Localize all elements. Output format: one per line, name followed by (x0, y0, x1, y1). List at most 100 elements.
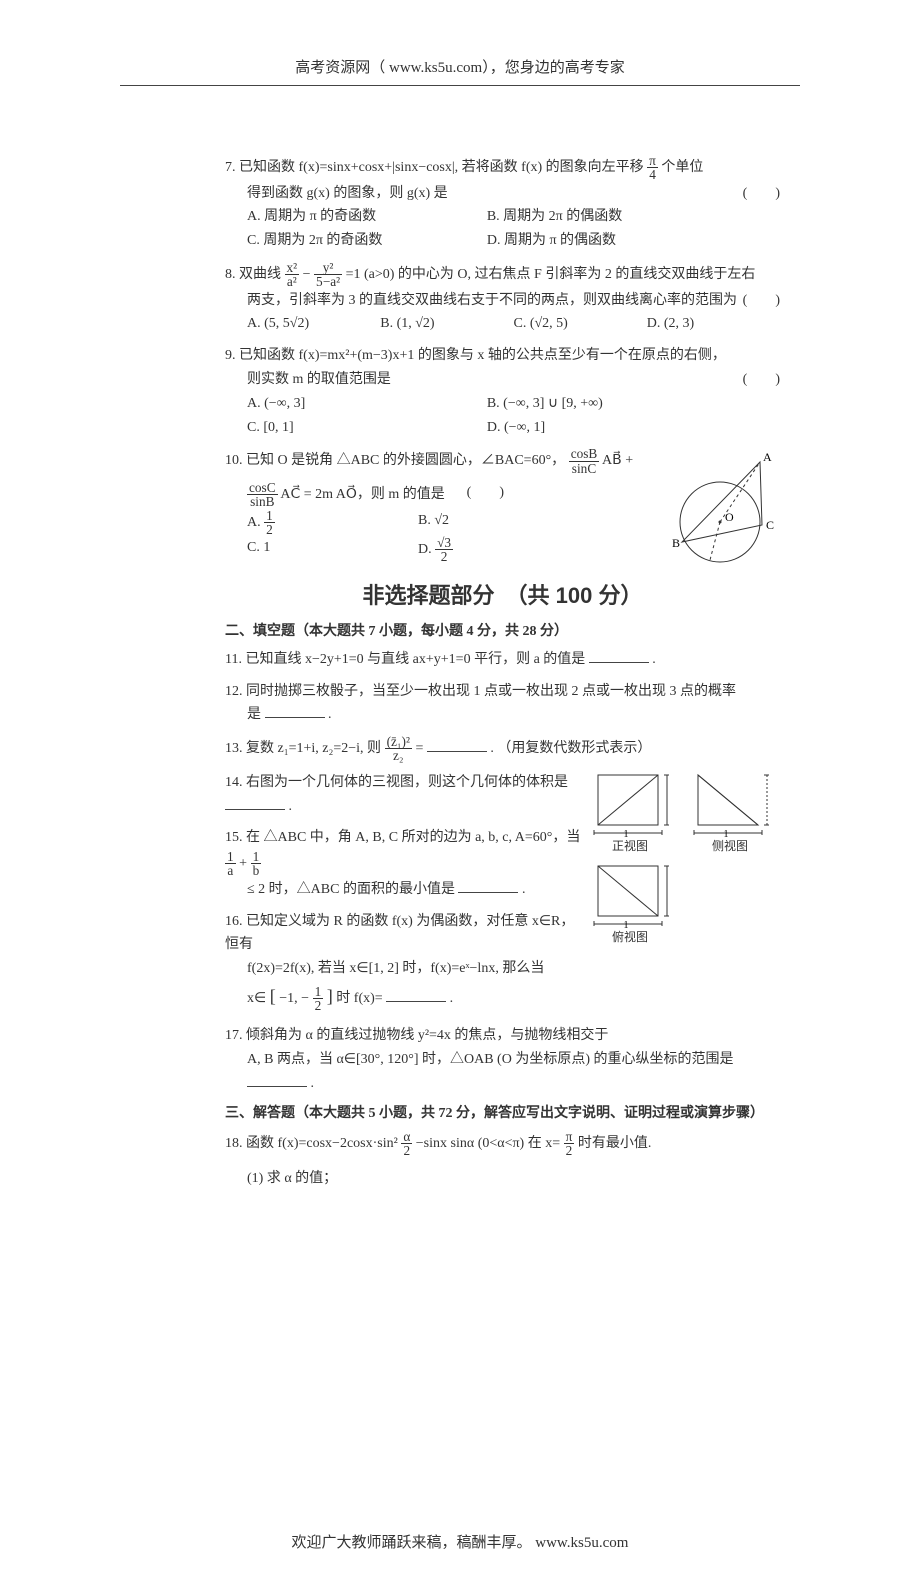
q16: 16. 已知定义域为 R 的函数 f(x) 为偶函数，对任意 x∈R，恒有 f(… (225, 910, 780, 1013)
q10-A: A. 12 (247, 509, 418, 537)
q7-B: B. 周期为 2π 的偶函数 (487, 205, 727, 229)
q9-t2: 则实数 m 的取值范围是 (247, 372, 391, 387)
fig-C: C (766, 518, 774, 532)
q13-t2: = (415, 741, 426, 756)
q11-text: 已知直线 x−2y+1=0 与直线 ax+y+1=0 平行，则 a 的值是 (245, 652, 585, 667)
q7-paren: ( ) (743, 182, 780, 206)
q16-t3b: 时 f(x)= (336, 991, 382, 1006)
q8-D: D. (2, 3) (647, 312, 780, 336)
q13-fr: (z̄₁)²z₂ (385, 735, 412, 763)
q10-paren: ( ) (467, 481, 504, 505)
q13: 13. 复数 z₁=1+i, z₂=2−i, 则 (z̄₁)²z₂ = . （用… (225, 735, 780, 763)
q13-t3: （用复数代数形式表示） (497, 741, 651, 756)
fig-B: B (672, 536, 680, 550)
q10-fr1: cosBsinC (569, 447, 600, 475)
q7-t3: 得到函数 g(x) 的图象，则 g(x) 是 (247, 186, 448, 201)
q9-t1: 已知函数 f(x)=mx²+(m−3)x+1 的图象与 x 轴的公共点至少有一个… (239, 348, 726, 363)
q15: 15. 在 △ABC 中，角 A, B, C 所对的边为 a, b, c, A=… (225, 826, 780, 901)
page-footer: 欢迎广大教师踊跃来稿，稿酬丰厚。 www.ks5u.com (0, 1531, 920, 1552)
q9: 9. 已知函数 f(x)=mx²+(m−3)x+1 的图象与 x 轴的公共点至少… (225, 344, 780, 439)
q10-C: C. 1 (247, 536, 418, 564)
q13-num: 13. (225, 741, 243, 756)
q16-num: 16. (225, 914, 243, 929)
q13-t1: 复数 z₁=1+i, z₂=2−i, 则 (246, 741, 385, 756)
q10-eq1c: AB⃗ + (602, 453, 633, 468)
q15-t1: 在 △ABC 中，角 A, B, C 所对的边为 a, b, c, A=60°，… (246, 830, 580, 845)
header-text: 高考资源网（ www.ks5u.com），您身边的高考专家 (295, 60, 624, 76)
fig-A: A (763, 450, 772, 464)
q8-minus: − (303, 267, 314, 282)
q18-num: 18. (225, 1136, 243, 1151)
q8-t1: 双曲线 (239, 267, 285, 282)
section2-title: 非选择题部分 （共 100 分） (225, 578, 780, 610)
q8-B: B. (1, √2) (380, 312, 513, 336)
q18-t2: −sinx sinα (0<α<π) 在 x= (416, 1136, 564, 1151)
q9-A: A. (−∞, 3] (247, 392, 487, 416)
q10-B: B. √2 (418, 509, 589, 537)
q16-t3a: x∈ (247, 991, 266, 1006)
q17-t1: 倾斜角为 α 的直线过抛物线 y²=4x 的焦点，与抛物线相交于 (246, 1028, 608, 1043)
q7-D: D. 周期为 π 的偶函数 (487, 229, 727, 253)
q7-t2: 个单位 (661, 160, 703, 175)
q10-eq2c: AC⃗ = 2m AO⃗，则 m 的值是 (280, 487, 444, 502)
q8-fr1: x²a² (285, 261, 300, 289)
q16-t1: 已知定义域为 R 的函数 f(x) 为偶函数，对任意 x∈R，恒有 (225, 914, 574, 953)
q8-t2: =1 (a>0) 的中心为 O, 过右焦点 F 引斜率为 2 的直线交双曲线于左… (346, 267, 756, 282)
q14: 14. 右图为一个几何体的三视图，则这个几何体的体积是 . (225, 771, 780, 819)
q12-blank (265, 703, 325, 718)
q8-paren: ( ) (743, 289, 780, 313)
q10-D: D. √32 (418, 536, 589, 564)
q7-t1: 已知函数 f(x)=sinx+cosx+|sinx−cosx|, 若将函数 f(… (239, 160, 647, 175)
q18: 18. 函数 f(x)=cosx−2cosx·sin² α2 −sinx sin… (225, 1130, 780, 1191)
q16-blank (386, 987, 446, 1002)
q17-blank (247, 1072, 307, 1087)
q14-num: 14. (225, 775, 243, 790)
q18-t3: 时有最小值. (578, 1136, 652, 1151)
q7-frac: π4 (647, 154, 658, 182)
q15-t2: ≤ 2 时，△ABC 的面积的最小值是 (247, 882, 455, 897)
q15-blank (458, 878, 518, 893)
q7-num: 7. (225, 160, 236, 175)
q11-blank (589, 648, 649, 663)
q18-t1: 函数 f(x)=cosx−2cosx·sin² (246, 1136, 401, 1151)
q10-num: 10. (225, 453, 243, 468)
q10-figure: A B C O (650, 447, 780, 557)
q9-B: B. (−∞, 3] ∪ [9, +∞) (487, 392, 727, 416)
q14-text: 右图为一个几何体的三视图，则这个几何体的体积是 (246, 775, 568, 790)
q17-num: 17. (225, 1028, 243, 1043)
q10-fr2: cosCsinB (247, 481, 278, 509)
q17-t2: A, B 两点，当 α∈[30°, 120°] 时，△OAB (O 为坐标原点)… (247, 1052, 734, 1067)
q11-num: 11. (225, 652, 242, 667)
section3-sub: 三、解答题（本大题共 5 小题，共 72 分，解答应写出文字说明、证明过程或演算… (225, 1102, 780, 1122)
q7-A: A. 周期为 π 的奇函数 (247, 205, 487, 229)
q12-num: 12. (225, 684, 243, 699)
q10: A B C O 10. 已知 O 是锐角 △ABC 的外接圆圆心，∠BAC=60… (225, 447, 780, 563)
q11: 11. 已知直线 x−2y+1=0 与直线 ax+y+1=0 平行，则 a 的值… (225, 648, 780, 672)
q14-blank (225, 795, 285, 810)
q12-text2: 是 (247, 707, 261, 722)
q18-sub1: (1) 求 α 的值； (247, 1171, 337, 1186)
q12: 12. 同时抛掷三枚骰子，当至少一枚出现 1 点或一枚出现 2 点或一枚出现 3… (225, 680, 780, 728)
q8: 8. 双曲线 x²a² − y²5−a² =1 (a>0) 的中心为 O, 过右… (225, 261, 780, 336)
section2-sub: 二、填空题（本大题共 7 小题，每小题 4 分，共 28 分） (225, 620, 780, 640)
page-header: 高考资源网（ www.ks5u.com），您身边的高考专家 (120, 0, 800, 86)
q8-t3: 两支，引斜率为 3 的直线交双曲线右支于不同的两点，则双曲线离心率的范围为 (247, 293, 737, 308)
fig-O: O (725, 510, 734, 524)
q8-A: A. (5, 5√2) (247, 312, 380, 336)
q16-t2: f(2x)=2f(x), 若当 x∈[1, 2] 时，f(x)=eˣ−lnx, … (247, 961, 544, 976)
q9-C: C. [0, 1] (247, 416, 487, 440)
q7: 7. 已知函数 f(x)=sinx+cosx+|sinx−cosx|, 若将函数… (225, 154, 780, 253)
q17: 17. 倾斜角为 α 的直线过抛物线 y²=4x 的焦点，与抛物线相交于 A, … (225, 1024, 780, 1095)
q10-t1: 已知 O 是锐角 △ABC 的外接圆圆心，∠BAC=60°， (246, 453, 565, 468)
q15-num: 15. (225, 830, 243, 845)
q8-num: 8. (225, 267, 236, 282)
q13-blank (427, 737, 487, 752)
q8-C: C. (√2, 5) (514, 312, 647, 336)
q7-C: C. 周期为 2π 的奇函数 (247, 229, 487, 253)
q9-D: D. (−∞, 1] (487, 416, 727, 440)
q9-num: 9. (225, 348, 236, 363)
q9-paren: ( ) (743, 368, 780, 392)
content: 7. 已知函数 f(x)=sinx+cosx+|sinx−cosx|, 若将函数… (0, 86, 920, 1191)
footer-text: 欢迎广大教师踊跃来稿，稿酬丰厚。 www.ks5u.com (292, 1535, 629, 1551)
q12-text: 同时抛掷三枚骰子，当至少一枚出现 1 点或一枚出现 2 点或一枚出现 3 点的概… (246, 684, 736, 699)
